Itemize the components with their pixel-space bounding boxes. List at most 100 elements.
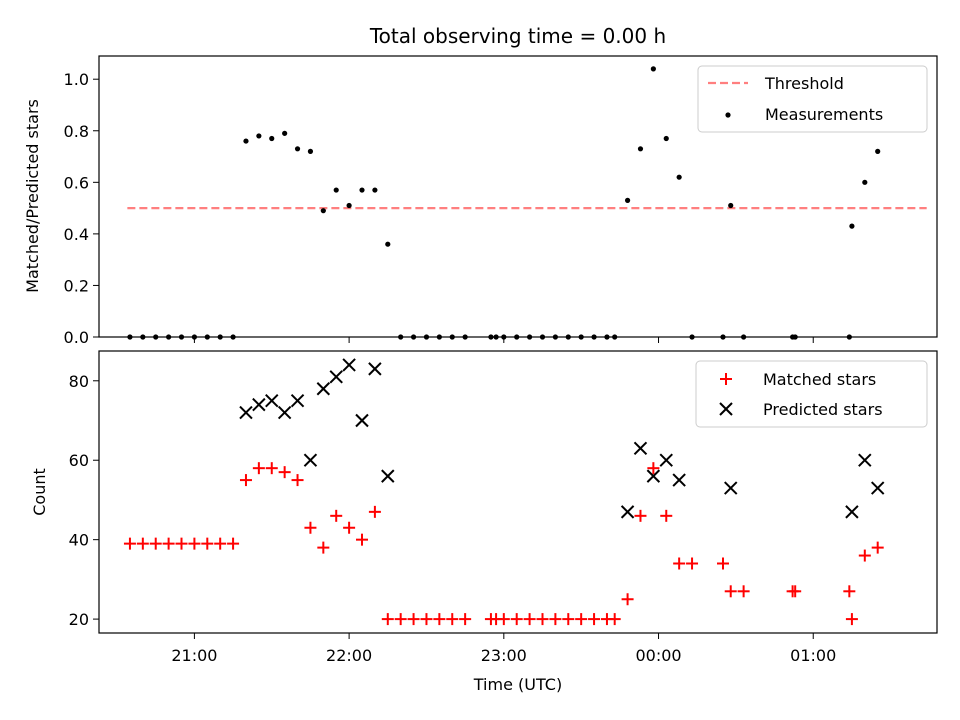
measurement-point	[282, 130, 288, 136]
predicted-point	[633, 441, 648, 456]
matched-point	[673, 557, 686, 570]
bottom-y-axis-label: Count	[30, 468, 49, 516]
matched-point	[368, 505, 381, 518]
matched-point	[356, 533, 369, 546]
matched-point	[523, 613, 536, 626]
predicted-point	[329, 370, 343, 384]
matched-point	[843, 585, 856, 598]
matched-point	[394, 613, 407, 626]
chart-title: Total observing time = 0.00 h	[369, 24, 666, 48]
measurement-point	[663, 135, 669, 142]
matched-point	[608, 613, 621, 626]
matched-point	[162, 537, 175, 550]
predicted-point	[845, 505, 859, 519]
matched-point	[304, 521, 317, 534]
matched-points	[123, 462, 884, 626]
legend-matched-label: Matched stars	[763, 370, 876, 389]
top-y-tick-label: 0.6	[64, 173, 89, 192]
measurement-point	[385, 241, 391, 247]
x-axis-label: Time (UTC)	[473, 675, 562, 694]
matched-point	[716, 557, 729, 570]
predicted-point	[646, 469, 661, 483]
measurement-point	[320, 208, 326, 214]
measurement-point	[294, 146, 301, 152]
legend-predicted-label: Predicted stars	[763, 400, 883, 419]
top-plot-frame	[98, 55, 938, 338]
matched-point	[330, 509, 343, 522]
measurement-point	[372, 187, 378, 193]
matched-point	[291, 474, 304, 487]
matched-point	[510, 613, 523, 626]
predicted-point	[342, 358, 356, 372]
legend-measurements-label: Measurements	[765, 105, 883, 124]
matched-point	[459, 613, 472, 626]
matched-point	[845, 613, 858, 626]
x-tick-label: 01:00	[790, 646, 836, 665]
bottom-legend: Matched stars Predicted stars	[695, 360, 928, 428]
predicted-point	[858, 453, 872, 467]
bottom-y-tick-label: 20	[69, 610, 89, 629]
matched-point	[536, 613, 549, 626]
matched-point	[214, 537, 227, 550]
top-y-axis-label: Matched/Predicted stars	[23, 99, 42, 293]
matched-point	[420, 613, 433, 626]
matched-point	[575, 613, 588, 626]
matched-point	[789, 585, 802, 598]
bottom-y-tick-label: 80	[69, 372, 89, 391]
measurement-point	[307, 148, 314, 154]
matched-point	[660, 509, 673, 522]
top-y-tick-label: 0.8	[64, 122, 89, 141]
top-y-tick-label: 1.0	[64, 70, 89, 89]
matched-point	[201, 537, 214, 550]
measurement-point	[346, 202, 352, 209]
top-legend: Threshold Measurements	[697, 65, 928, 133]
predicted-point	[239, 405, 253, 420]
measurement-point	[650, 66, 656, 72]
predicted-point	[620, 505, 635, 519]
top-y-tick-label: 0.4	[64, 225, 89, 244]
top-y-tick-label: 0.0	[64, 328, 89, 347]
matched-point	[239, 474, 252, 487]
bottom-plot-frame	[98, 350, 938, 634]
bottom-y-ticks: 20 40 60 80	[69, 372, 99, 629]
legend-threshold-label: Threshold	[764, 74, 844, 93]
matched-point	[317, 541, 330, 554]
matched-point	[343, 521, 356, 534]
matched-point	[588, 613, 601, 626]
matched-point	[562, 613, 575, 626]
bottom-panel: 20 40 60 80 21:00 22:00 23:00 00:00 01:00 Count…	[30, 350, 938, 694]
predicted-point	[672, 473, 686, 487]
measurement-point	[849, 223, 855, 229]
measurement-point	[637, 146, 644, 152]
matched-point	[647, 462, 660, 475]
matched-point	[621, 593, 634, 606]
predicted-point	[290, 393, 305, 408]
measurement-point	[728, 202, 734, 209]
predicted-point	[252, 397, 266, 412]
top-y-ticks: 0.0 0.2 0.4 0.6 0.8 1.0	[64, 70, 99, 347]
measurement-point	[333, 187, 339, 193]
matched-point	[433, 613, 446, 626]
matched-point	[188, 537, 201, 550]
matched-point	[497, 613, 510, 626]
predicted-point	[368, 362, 382, 376]
bottom-legend-box	[695, 360, 928, 428]
matched-point	[737, 585, 750, 598]
predicted-point	[381, 469, 395, 483]
bottom-x-ticks: 21:00 22:00 23:00 00:00 01:00	[171, 633, 836, 665]
measurement-point	[256, 133, 262, 139]
matched-point	[686, 557, 699, 570]
predicted-point	[870, 481, 885, 495]
predicted-point	[724, 481, 738, 495]
measurement-point	[875, 148, 881, 154]
predicted-point	[659, 453, 673, 467]
legend-matched-swatch	[720, 373, 732, 385]
matched-point	[871, 541, 884, 554]
bottom-y-tick-label: 40	[69, 531, 89, 550]
top-y-tick-label: 0.2	[64, 276, 89, 295]
legend-predicted-swatch	[719, 402, 733, 416]
measurement-point	[269, 135, 275, 142]
measurement-point	[624, 197, 631, 203]
bottom-y-tick-label: 60	[69, 451, 89, 470]
